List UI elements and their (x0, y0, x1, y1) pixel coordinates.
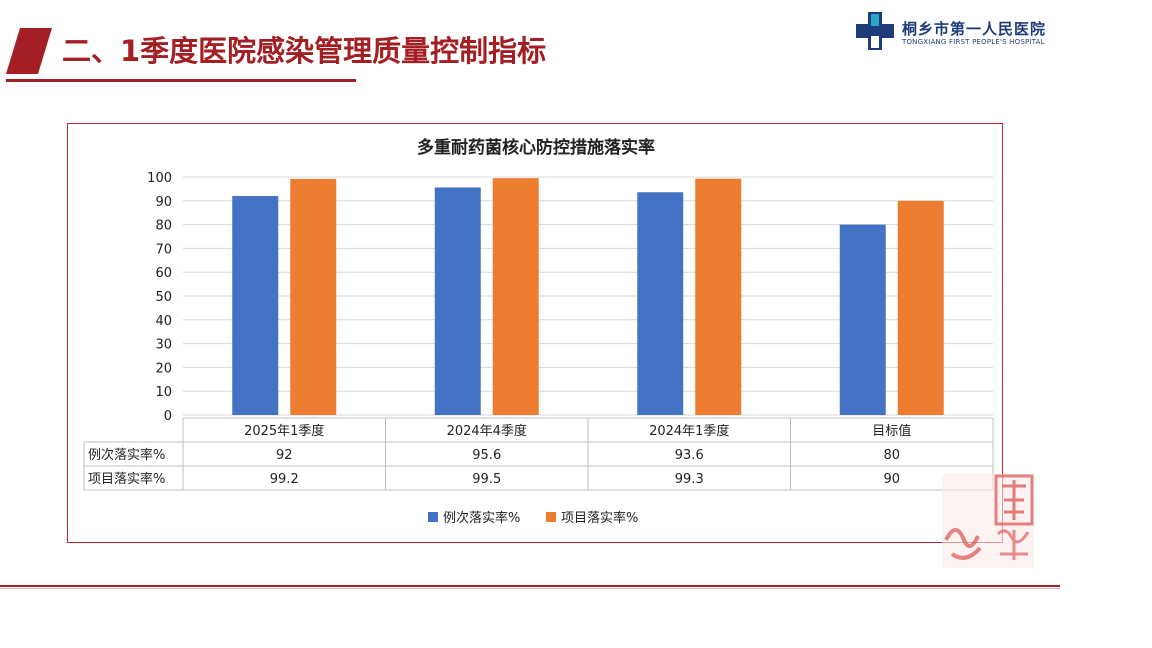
footer-rule-shadow (0, 588, 1060, 589)
bar-series2 (290, 178, 337, 415)
chart-title: 多重耐药菌核心防控措施落实率 (417, 137, 655, 158)
category-label: 2025年1季度 (244, 423, 324, 439)
data-label: 93.6 (675, 448, 704, 463)
table-series-name: 例次落实率% (88, 447, 165, 463)
category-label: 2024年1季度 (649, 423, 729, 439)
red-seal-stamp-icon (942, 474, 1034, 568)
data-label: 99.5 (472, 472, 501, 487)
y-tick-label: 20 (155, 361, 172, 376)
hospital-cross-icon (856, 12, 894, 50)
data-label: 90 (883, 472, 900, 487)
y-tick-label: 90 (155, 195, 172, 210)
slide-title: 二、1季度医院感染管理质量控制指标 (62, 34, 547, 68)
y-tick-label: 80 (155, 219, 172, 234)
chart-panel: 多重耐药菌核心防控措施落实率 0 10 20 30 40 50 60 70 80 90 100 2025… (67, 123, 1003, 543)
data-label: 99.2 (270, 472, 299, 487)
hospital-name-cn: 桐乡市第一人民医院 (902, 20, 1047, 38)
y-tick-label: 40 (155, 314, 172, 329)
legend-swatch (546, 512, 556, 522)
legend-swatch (428, 512, 438, 522)
y-tick-label: 10 (155, 385, 172, 400)
y-tick-label: 60 (155, 266, 172, 281)
footer-rule (0, 585, 1060, 587)
category-label: 目标值 (872, 423, 911, 439)
table-series-name: 项目落实率% (88, 471, 165, 487)
data-label: 95.6 (472, 448, 501, 463)
bar-series1 (434, 187, 481, 415)
legend-label: 项目落实率% (561, 510, 638, 526)
bar-series1 (839, 224, 886, 415)
bar-chart: 多重耐药菌核心防控措施落实率 0 10 20 30 40 50 60 70 80 90 100 2025… (83, 137, 994, 526)
title-underline (6, 79, 356, 82)
bar-series2 (897, 200, 944, 415)
bar-series1 (637, 192, 684, 415)
data-label: 99.3 (675, 472, 704, 487)
hospital-name-en: TONGXIANG FIRST PEOPLE'S HOSPITAL (902, 38, 1045, 46)
hospital-logo: 桐乡市第一人民医院 TONGXIANG FIRST PEOPLE'S HOSPI… (856, 12, 1056, 52)
y-tick-label: 30 (155, 338, 172, 353)
category-label: 2024年4季度 (447, 423, 527, 439)
y-tick-label: 50 (155, 290, 172, 305)
bar-series1 (232, 196, 279, 415)
y-tick-label: 70 (155, 242, 172, 257)
legend-label: 例次落实率% (443, 510, 520, 526)
bar-series2 (695, 178, 742, 415)
data-label: 80 (883, 448, 900, 463)
data-label: 92 (276, 448, 293, 463)
title-accent-mark (6, 28, 52, 74)
bar-series2 (492, 178, 539, 415)
y-tick-label: 0 (164, 409, 172, 424)
y-tick-label: 100 (147, 171, 172, 186)
